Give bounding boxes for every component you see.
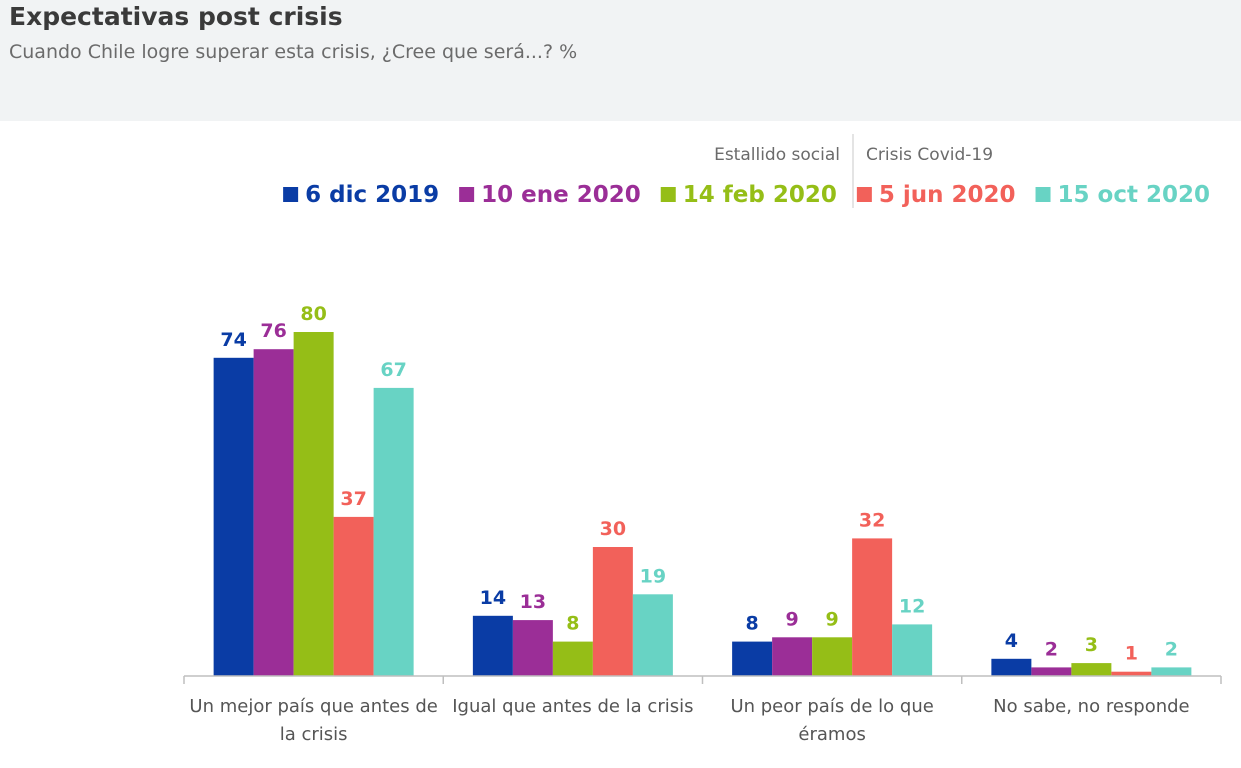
legend-label: 6 dic 2019 xyxy=(305,182,439,208)
legend-swatch xyxy=(660,187,676,202)
value-label-5-jun-2020-cat-3: 32 xyxy=(859,509,885,531)
bar-6-dic-2019-cat-4 xyxy=(991,658,1032,676)
value-label-10-ene-2020-cat-4: 2 xyxy=(1045,638,1058,660)
page-title: Expectativas post crisis xyxy=(9,2,343,31)
category-label-3: Un peor país de lo que éramos xyxy=(730,696,933,745)
legend-swatch xyxy=(459,187,475,202)
value-label-15-oct-2020-cat-1: 67 xyxy=(380,359,406,381)
category-label-1: Un mejor país que antes de la crisis xyxy=(189,696,437,745)
value-label-10-ene-2020-cat-2: 13 xyxy=(520,591,546,613)
legend-label: 5 jun 2020 xyxy=(879,182,1016,208)
legend-item-14-feb-2020: 14 feb 2020 xyxy=(660,182,837,208)
page-subtitle: Cuando Chile logre superar esta crisis, … xyxy=(9,41,578,63)
legend-item-5-jun-2020: 5 jun 2020 xyxy=(856,182,1016,208)
value-label-15-oct-2020-cat-4: 2 xyxy=(1165,638,1178,660)
category-label-2: Igual que antes de la crisis xyxy=(452,696,693,717)
bar-15-oct-2020-cat-1 xyxy=(373,387,414,676)
legend-label: 10 ene 2020 xyxy=(481,182,641,208)
bar-15-oct-2020-cat-4 xyxy=(1151,667,1192,676)
bar-5-jun-2020-cat-4 xyxy=(1111,671,1152,676)
value-label-6-dic-2019-cat-4: 4 xyxy=(1005,630,1018,652)
value-label-5-jun-2020-cat-2: 30 xyxy=(600,518,626,540)
category-label-4: No sabe, no responde xyxy=(993,696,1190,717)
legend-label: 15 oct 2020 xyxy=(1058,182,1210,208)
legend-swatch xyxy=(856,187,872,202)
bar-10-ene-2020-cat-3 xyxy=(772,637,813,676)
bar-10-ene-2020-cat-4 xyxy=(1031,667,1072,676)
x-axis: Un mejor país que antes de la crisis Igual… xyxy=(183,675,1222,745)
legend: 6 dic 2019 10 ene 2020 14 feb 2020 5 jun 20… xyxy=(283,182,1210,208)
value-label-15-oct-2020-cat-2: 19 xyxy=(640,565,666,587)
bar-6-dic-2019-cat-2 xyxy=(472,615,513,676)
bar-10-ene-2020-cat-1 xyxy=(253,349,294,676)
bar-5-jun-2020-cat-1 xyxy=(333,516,374,676)
value-label-10-ene-2020-cat-1: 76 xyxy=(260,320,286,342)
value-label-6-dic-2019-cat-3: 8 xyxy=(746,613,759,635)
bar-5-jun-2020-cat-3 xyxy=(852,538,893,676)
value-label-5-jun-2020-cat-4: 1 xyxy=(1125,643,1138,665)
period-label-crisis-covid: Crisis Covid-19 xyxy=(866,145,993,165)
value-label-6-dic-2019-cat-2: 14 xyxy=(480,587,506,609)
value-label-14-feb-2020-cat-2: 8 xyxy=(566,613,579,635)
legend-item-10-ene-2020: 10 ene 2020 xyxy=(459,182,641,208)
value-label-6-dic-2019-cat-1: 74 xyxy=(220,329,246,351)
value-label-14-feb-2020-cat-1: 80 xyxy=(300,303,326,325)
bar-15-oct-2020-cat-3 xyxy=(892,624,933,676)
period-label-estallido-social: Estallido social xyxy=(714,145,840,165)
value-label-5-jun-2020-cat-1: 37 xyxy=(340,488,366,510)
bar-6-dic-2019-cat-3 xyxy=(732,641,773,676)
bar-15-oct-2020-cat-2 xyxy=(632,594,673,676)
header-band xyxy=(0,0,1241,121)
legend-swatch xyxy=(283,187,299,202)
value-label-14-feb-2020-cat-3: 9 xyxy=(826,608,839,630)
legend-item-6-dic-2019: 6 dic 2019 xyxy=(283,182,439,208)
bar-14-feb-2020-cat-2 xyxy=(552,641,593,676)
legend-label: 14 feb 2020 xyxy=(683,182,837,208)
bar-14-feb-2020-cat-1 xyxy=(293,332,334,676)
value-label-15-oct-2020-cat-3: 12 xyxy=(899,595,925,617)
bar-6-dic-2019-cat-1 xyxy=(213,357,254,676)
bar-10-ene-2020-cat-2 xyxy=(512,620,553,676)
bar-14-feb-2020-cat-4 xyxy=(1071,663,1112,676)
legend-swatch xyxy=(1035,187,1051,202)
legend-item-15-oct-2020: 15 oct 2020 xyxy=(1035,182,1210,208)
bar-5-jun-2020-cat-2 xyxy=(592,547,633,676)
value-label-10-ene-2020-cat-3: 9 xyxy=(786,608,799,630)
bar-14-feb-2020-cat-3 xyxy=(812,637,853,676)
value-label-14-feb-2020-cat-4: 3 xyxy=(1085,634,1098,656)
